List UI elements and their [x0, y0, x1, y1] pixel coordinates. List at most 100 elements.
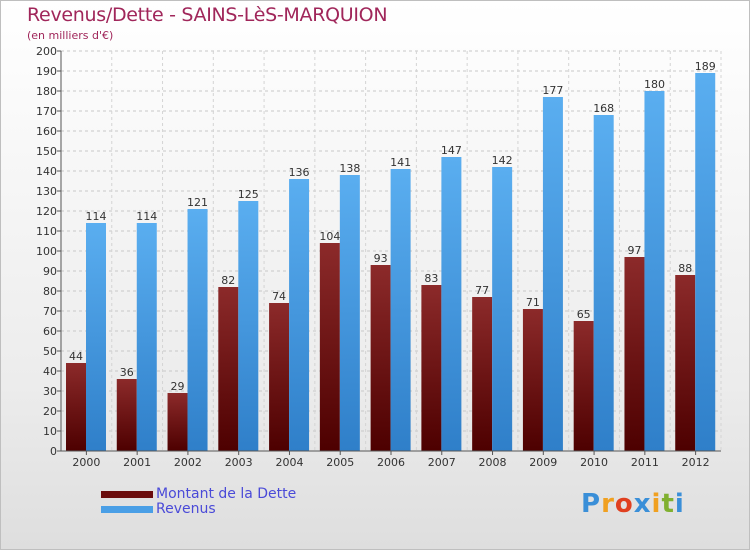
bar-dette [218, 287, 239, 451]
data-label-dette: 104 [319, 230, 340, 243]
bar-revenus [187, 209, 208, 451]
bar-dette [573, 321, 594, 451]
x-tick-label: 2011 [631, 456, 659, 469]
bar-revenus [289, 179, 310, 451]
data-label-dette: 29 [171, 380, 185, 393]
y-tick-label: 180 [36, 85, 57, 98]
data-label-dette: 77 [475, 284, 489, 297]
bar-dette [370, 265, 391, 451]
bar-revenus [644, 91, 665, 451]
data-label-revenus: 180 [644, 78, 665, 91]
x-tick-label: 2005 [326, 456, 354, 469]
bar-revenus [695, 73, 716, 451]
data-label-revenus: 138 [339, 162, 360, 175]
y-tick-label: 30 [43, 385, 57, 398]
data-label-dette: 83 [424, 272, 438, 285]
y-tick-label: 40 [43, 365, 57, 378]
y-tick-label: 170 [36, 105, 57, 118]
bar-revenus [593, 115, 614, 451]
y-tick-label: 140 [36, 165, 57, 178]
data-label-dette: 44 [69, 350, 83, 363]
y-tick-label: 10 [43, 425, 57, 438]
data-label-revenus: 125 [238, 188, 259, 201]
labels: 0 10 20 30 40 50 60 70 80 90 100 110 120 130 140 150 160… [36, 45, 716, 469]
data-label-dette: 71 [526, 296, 540, 309]
logo-letter: t [661, 489, 675, 519]
chart-subtitle: (en milliers d'€) [27, 29, 114, 42]
bar-dette [675, 275, 696, 451]
x-tick-label: 2001 [123, 456, 151, 469]
data-label-revenus: 177 [542, 84, 563, 97]
y-tick-label: 70 [43, 305, 57, 318]
logo-letter: r [601, 489, 615, 519]
data-label-revenus: 114 [136, 210, 157, 223]
bar-dette [421, 285, 442, 451]
data-label-revenus: 142 [492, 154, 513, 167]
y-tick-label: 90 [43, 265, 57, 278]
bar-dette [269, 303, 290, 451]
bar-dette [319, 243, 340, 451]
x-tick-label: 2010 [580, 456, 608, 469]
y-tick-label: 110 [36, 225, 57, 238]
y-tick-label: 0 [50, 445, 57, 458]
bar-revenus [542, 97, 563, 451]
logo-letter: x [633, 489, 652, 519]
data-label-revenus: 168 [593, 102, 614, 115]
y-tick-label: 200 [36, 45, 57, 58]
bar-revenus [238, 201, 259, 451]
y-tick-label: 150 [36, 145, 57, 158]
x-tick-label: 2007 [428, 456, 456, 469]
data-label-revenus: 147 [441, 144, 462, 157]
bar-revenus [390, 169, 411, 451]
bar-revenus [86, 223, 106, 451]
bar-dette [116, 379, 137, 451]
bar-dette [66, 363, 86, 451]
chart-title: Revenus/Dette - SAINS-LèS-MARQUION [27, 4, 388, 26]
legend-swatch-dette [101, 491, 153, 498]
bar-revenus [492, 167, 513, 451]
y-tick-label: 60 [43, 325, 57, 338]
bar-dette [472, 297, 493, 451]
bar-dette [624, 257, 645, 451]
y-tick-label: 190 [36, 65, 57, 78]
logo-letter: P [581, 489, 602, 519]
data-label-dette: 93 [374, 252, 388, 265]
x-tick-label: 2002 [174, 456, 202, 469]
bar-revenus [136, 223, 157, 451]
bar-dette [522, 309, 543, 451]
data-label-dette: 65 [577, 308, 591, 321]
bar-revenus [441, 157, 462, 451]
bar-revenus [339, 175, 360, 451]
legend-swatch-revenus [101, 506, 153, 513]
x-tick-label: 2008 [479, 456, 507, 469]
y-tick-label: 130 [36, 185, 57, 198]
x-tick-label: 2009 [529, 456, 557, 469]
x-tick-label: 2006 [377, 456, 405, 469]
axes [57, 50, 721, 455]
y-tick-label: 160 [36, 125, 57, 138]
data-label-dette: 36 [120, 366, 134, 379]
bar-chart: 0 10 20 30 40 50 60 70 80 90 100 110 120 130 140 150 160… [36, 45, 722, 469]
y-tick-label: 80 [43, 285, 57, 298]
data-label-dette: 97 [627, 244, 641, 257]
logo-letter: i [651, 489, 662, 519]
x-tick-label: 2003 [225, 456, 253, 469]
proxiti-logo: Proxiti [581, 489, 685, 519]
logo-letter: o [614, 489, 634, 519]
y-tick-label: 50 [43, 345, 57, 358]
x-tick-label: 2012 [682, 456, 710, 469]
y-tick-label: 120 [36, 205, 57, 218]
legend-label-revenus: Revenus [156, 501, 216, 517]
bar-dette [167, 393, 188, 451]
x-tick-label: 2000 [72, 456, 100, 469]
data-label-revenus: 189 [695, 60, 716, 73]
data-label-revenus: 141 [390, 156, 411, 169]
data-label-revenus: 121 [187, 196, 208, 209]
data-label-dette: 82 [221, 274, 235, 287]
logo-letter: i [674, 489, 685, 519]
data-label-dette: 74 [272, 290, 286, 303]
data-label-revenus: 136 [289, 166, 310, 179]
y-tick-label: 100 [36, 245, 57, 258]
data-label-revenus: 114 [86, 210, 107, 223]
